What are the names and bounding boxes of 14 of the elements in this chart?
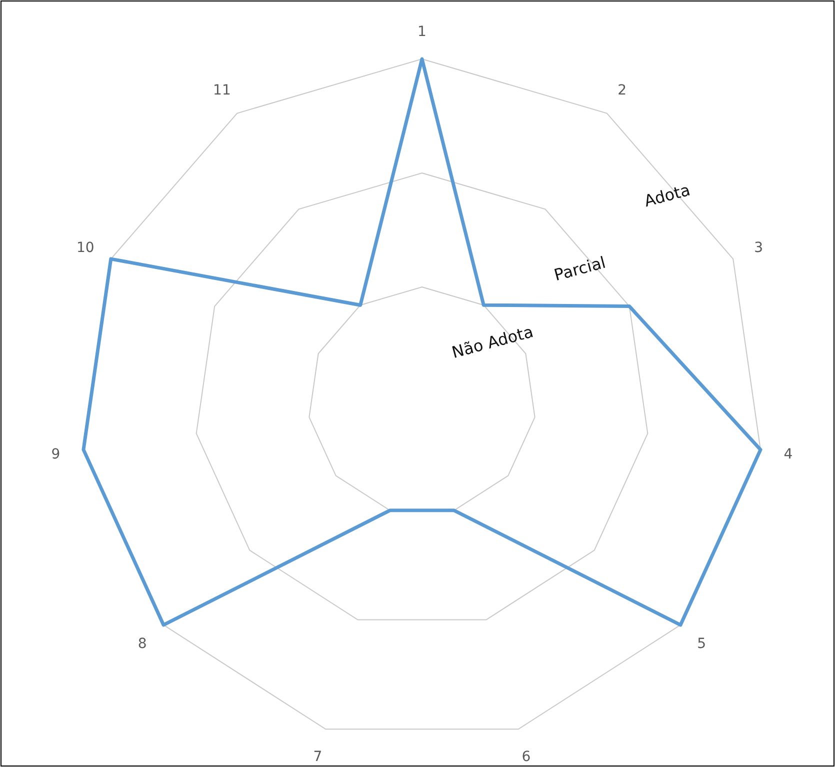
- y-tick-label: Não Adota: [450, 322, 536, 362]
- spoke-label: 3: [754, 240, 764, 256]
- spoke-label: 11: [213, 82, 231, 99]
- spoke-label: 9: [51, 446, 60, 463]
- spoke-label: 8: [138, 636, 147, 652]
- spoke-label: 2: [618, 82, 626, 99]
- spoke-label: 6: [522, 748, 531, 765]
- spoke-label: 4: [784, 446, 793, 463]
- spoke-label: 10: [76, 240, 94, 256]
- y-tick-label: Adota: [642, 180, 692, 211]
- spoke-label: 5: [697, 636, 706, 652]
- spoke-label: 1: [418, 24, 426, 40]
- y-tick-label: Parcial: [552, 252, 608, 285]
- spoke-label: 7: [313, 748, 322, 765]
